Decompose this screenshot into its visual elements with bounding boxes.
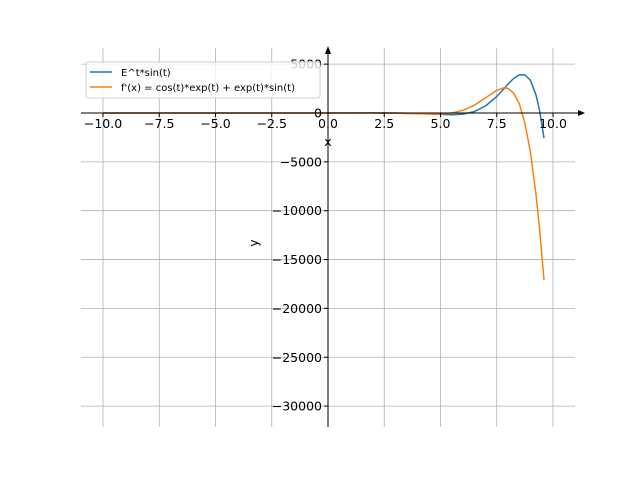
x-tick-label: −7.5 [144,116,174,131]
x-tick-label: 2.5 [374,116,394,131]
ticks: −10.0−7.5−5.0−2.50.02.55.07.510.050000−5… [84,57,567,414]
axes [81,46,585,427]
y-tick-label: −5000 [280,154,322,169]
y-tick-label: 0 [314,106,322,121]
x-tick-label: −5.0 [200,116,230,131]
y-tick-label: −30000 [272,399,322,414]
x-axis-label: x [324,134,331,149]
legend-box [85,61,321,99]
x-tick-label: 0.0 [318,116,338,131]
x-tick-label: −2.5 [257,116,287,131]
x-tick-label: 5.0 [431,116,451,131]
legend-label-0: E^t*sin(t) [121,68,171,79]
x-tick-label: 10.0 [539,116,567,131]
legend-label-1: f'(x) = cos(t)*exp(t) + exp(t)*sin(t) [121,83,295,94]
y-axis-label: y [246,239,261,247]
y-tick-label: −25000 [272,350,322,365]
y-tick-label: −20000 [272,301,322,316]
x-axis-arrow-icon [578,110,585,116]
series-group [103,73,545,281]
y-tick-label: −10000 [272,203,322,218]
x-tick-label: 7.5 [487,116,507,131]
y-tick-label: −15000 [272,252,322,267]
legend: E^t*sin(t) f'(x) = cos(t)*exp(t) + exp(t… [85,61,321,99]
y-axis-arrow-icon [325,46,331,54]
x-tick-label: −10.0 [84,116,122,131]
